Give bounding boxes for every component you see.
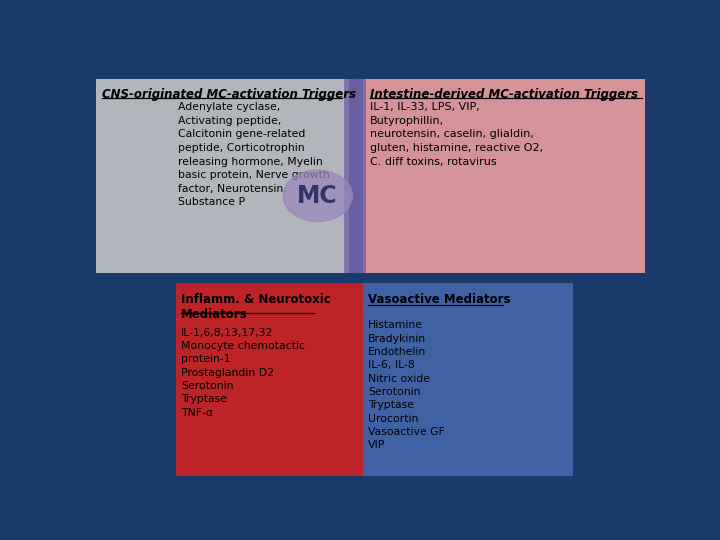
Text: Inflamm. & Neurotoxic
Mediators: Inflamm. & Neurotoxic Mediators bbox=[181, 293, 330, 321]
Text: MC: MC bbox=[297, 184, 338, 208]
Text: IL-1,6,8,13,17,32
Monocyte chemotactic
protein-1
Prostaglandin D2
Serotonin
Tryp: IL-1,6,8,13,17,32 Monocyte chemotactic p… bbox=[181, 314, 305, 418]
FancyBboxPatch shape bbox=[364, 79, 645, 273]
Text: Intestine-derived MC-activation Triggers: Intestine-derived MC-activation Triggers bbox=[370, 87, 638, 100]
FancyBboxPatch shape bbox=[96, 79, 349, 273]
Text: Vasoactive Mediators: Vasoactive Mediators bbox=[368, 293, 510, 306]
Text: Adenylate cyclase,
Activating peptide,
Calcitonin gene-related
peptide, Corticot: Adenylate cyclase, Activating peptide, C… bbox=[178, 102, 330, 207]
FancyBboxPatch shape bbox=[344, 79, 366, 273]
Text: IL-1, IL-33, LPS, VIP,
Butyrophillin,
neurotensin, caselin, glialdin,
gluten, hi: IL-1, IL-33, LPS, VIP, Butyrophillin, ne… bbox=[370, 102, 544, 167]
FancyBboxPatch shape bbox=[176, 283, 364, 476]
Text: CNS-originated MC-activation Triggers: CNS-originated MC-activation Triggers bbox=[102, 87, 356, 100]
Text: Histamine
Bradykinin
Endothelin
IL-6, IL-8
Nitric oxide
Serotonin
Tryptase
Uroco: Histamine Bradykinin Endothelin IL-6, IL… bbox=[368, 307, 445, 450]
FancyBboxPatch shape bbox=[364, 283, 572, 476]
Circle shape bbox=[283, 170, 352, 221]
